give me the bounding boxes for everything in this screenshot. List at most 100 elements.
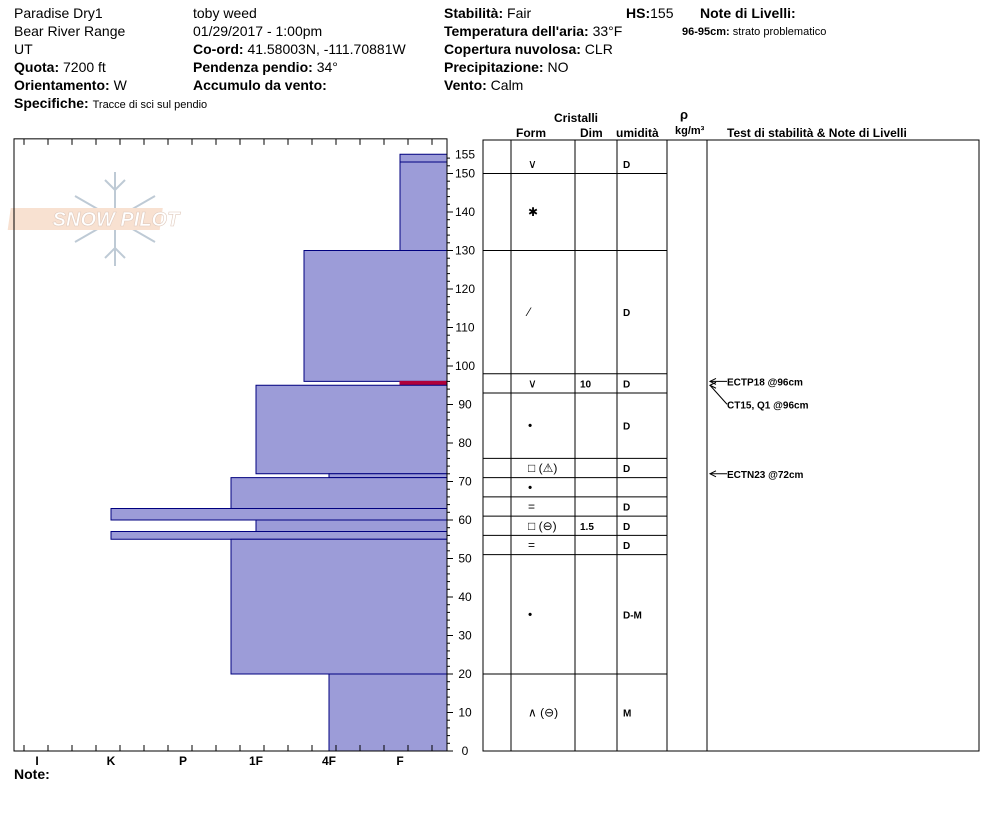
hardness-axis: I K P 1F 4F F — [23, 138, 433, 768]
moisture-value: D-M — [623, 610, 642, 621]
wind-value: Calm — [490, 77, 524, 93]
moisture-value: D — [623, 308, 630, 319]
x-tick-label: I — [35, 754, 38, 768]
notes-label: Note: — [14, 766, 50, 782]
arrow-icon — [708, 470, 717, 478]
specifics-label: Specifiche: — [14, 95, 89, 111]
form-symbol: • — [528, 419, 532, 433]
arrow-icon — [708, 381, 717, 389]
slope-label: Pendenza pendio: — [193, 59, 313, 75]
form-symbol: ✱ — [528, 205, 538, 219]
moisture-value: D — [623, 503, 630, 514]
aspect-value: W — [113, 77, 127, 93]
coord-label: Co-ord: — [193, 41, 244, 57]
plot-frame — [13, 138, 448, 752]
weak-layer — [399, 380, 448, 386]
moisture-header: umidità — [616, 126, 659, 140]
moisture-value: D — [623, 541, 630, 552]
y-tick-label: 120 — [455, 282, 475, 296]
depth-axis: 0 10 20 30 40 50 60 70 80 90 100 110 120 130 140 150 155 — [447, 147, 475, 758]
elevation: Quota: 7200 ft — [14, 59, 106, 75]
stability: Stabilità: Fair — [444, 5, 531, 21]
snow-height: HS:155 — [626, 5, 673, 21]
hardness-layer — [303, 250, 448, 382]
x-tick-label: 1F — [249, 754, 263, 768]
moisture-value: D — [623, 422, 630, 433]
air-temperature: Temperatura dell'aria: 33°F — [444, 23, 622, 39]
form-header: Form — [516, 126, 546, 140]
precip-label: Precipitazione: — [444, 59, 544, 75]
x-tick-label: F — [396, 754, 403, 768]
layer-note-text: strato problematico — [732, 26, 827, 38]
hardness-layer — [230, 538, 448, 675]
precip-value: NO — [547, 59, 569, 75]
precipitation: Precipitazione: NO — [444, 59, 568, 75]
form-symbol: = — [528, 500, 535, 514]
chart-frames — [13, 138, 980, 752]
observer: toby weed — [193, 5, 257, 21]
wind-loading-label: Accumulo da vento: — [193, 77, 327, 93]
moisture-value: D — [623, 522, 630, 533]
y-tick-label: 90 — [458, 398, 472, 412]
form-symbol: □ (⚠) — [528, 461, 557, 475]
coordinates: Co-ord: 41.58003N, -111.70881W — [193, 41, 406, 57]
wind-label: Vento: — [444, 77, 487, 93]
date-time: 01/29/2017 - 1:00pm — [193, 23, 323, 39]
slope-value: 34° — [316, 59, 338, 75]
aspect-label: Orientamento: — [14, 77, 110, 93]
y-tick-label: 60 — [458, 513, 472, 527]
grain-size: 10 — [580, 379, 592, 390]
mountain-range: Bear River Range — [14, 23, 126, 39]
snowpilot-logo: SNOW PILOT — [7, 172, 181, 266]
stability-value: Fair — [507, 5, 532, 21]
specifics: Specifiche: Tracce di sci sul pendio — [14, 95, 207, 113]
hardness-layer — [328, 473, 448, 479]
y-tick-label: 140 — [455, 205, 475, 219]
air-temp-value: 33°F — [592, 23, 623, 39]
layer-notes-label: Note di Livelli: — [700, 5, 796, 21]
hardness-layer — [328, 673, 448, 752]
x-tick-label: K — [107, 754, 116, 768]
y-tick-label: 110 — [455, 321, 474, 335]
slope: Pendenza pendio: 34° — [193, 59, 338, 75]
form-symbol: ⁄ — [525, 305, 532, 319]
form-symbol: • — [528, 480, 532, 494]
snowpilot-logo-text: SNOW PILOT — [53, 209, 181, 231]
y-tick-label: 40 — [458, 590, 472, 604]
aspect: Orientamento: W — [14, 77, 127, 93]
sky-cover: Copertura nuvolosa: CLR — [444, 41, 613, 57]
form-symbol: ∨ — [528, 157, 537, 171]
y-tick-label: 0 — [462, 744, 469, 758]
form-symbol: ∧ (⊖) — [528, 706, 558, 720]
y-tick-label: 20 — [458, 667, 472, 681]
x-tick-label: P — [179, 754, 187, 768]
test-note: ECTP18 @96cm — [727, 377, 803, 388]
stability-label: Stabilità: — [444, 5, 504, 21]
hardness-layer — [255, 384, 448, 475]
x-tick-label: 4F — [322, 754, 336, 768]
y-tick-label: 30 — [458, 629, 472, 643]
wind: Vento: Calm — [444, 77, 523, 93]
hs-label: HS: — [626, 5, 651, 21]
crystal-table: ∨ D ✱ ⁄ D ∨ 10 D • D □ (⚠) D • = D □ (⊖) 1.5 D = D • D-M ∧ (⊖)… — [483, 157, 667, 752]
hardness-layer — [110, 531, 448, 540]
specifics-value: Tracce di sci sul pendio — [92, 99, 208, 111]
y-tick-label: 150 — [455, 167, 475, 181]
y-tick-label: 50 — [458, 552, 472, 566]
layer-note: 96-95cm: strato problematico — [682, 24, 826, 40]
form-symbol: ∨ — [528, 376, 537, 390]
sky-value: CLR — [584, 41, 613, 57]
state: UT — [14, 41, 33, 57]
coord-value: 41.58003N, -111.70881W — [247, 41, 406, 57]
elevation-label: Quota: — [14, 59, 60, 75]
grain-size: 1.5 — [580, 522, 594, 533]
crystals-header: Cristalli — [554, 111, 599, 125]
layer-note-range: 96-95cm: — [682, 26, 730, 38]
density-symbol: ρ — [680, 107, 689, 122]
y-tick-label: 80 — [458, 436, 472, 450]
hardness-layer — [230, 477, 448, 509]
y-tick-label: 155 — [455, 147, 475, 161]
hs-value: 155 — [650, 5, 674, 21]
hardness-layer — [399, 161, 448, 251]
